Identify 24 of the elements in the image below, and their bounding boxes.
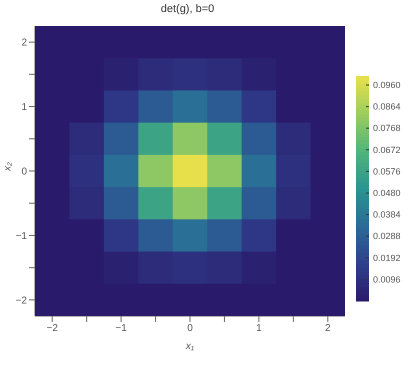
color-bar: 0.0096 0.0192 0.0288 0.0384 0.0480 0.0576 0.0672 0.0768 0.0864 0.0960	[355, 70, 415, 307]
color-bar-label: 0.0672	[373, 144, 401, 155]
y-tick-label: −1	[16, 230, 28, 242]
y-tick-label: 0	[21, 166, 28, 178]
color-bar-label: 0.0480	[373, 188, 401, 198]
y-tick-label: 2	[21, 38, 28, 49]
y-tick-label: −2	[16, 295, 28, 306]
color-bar-label: 0.0960	[373, 80, 401, 90]
color-bar-label: 0.0384	[373, 210, 401, 220]
y-tick-label: 1	[21, 102, 28, 114]
color-bar-label: 0.0768	[373, 123, 401, 134]
x-axis-title: x₁	[184, 341, 194, 352]
x-tick-label: 1	[256, 323, 262, 334]
color-bar-label: 0.0192	[373, 252, 401, 263]
color-bar-label: 0.0864	[373, 102, 401, 112]
x-tick-label: −1	[115, 323, 128, 334]
x-tick-label: 0	[187, 323, 194, 334]
color-bar-label: 0.0288	[373, 231, 401, 242]
color-bar-label: 0.0576	[373, 166, 401, 176]
chart-title: det(g), b=0	[160, 3, 216, 15]
color-bar-label: 0.0096	[373, 274, 401, 284]
x-tick-label: 2	[324, 323, 331, 334]
y-axis-title: x₂	[2, 162, 14, 172]
x-tick-label: −2	[46, 323, 58, 334]
